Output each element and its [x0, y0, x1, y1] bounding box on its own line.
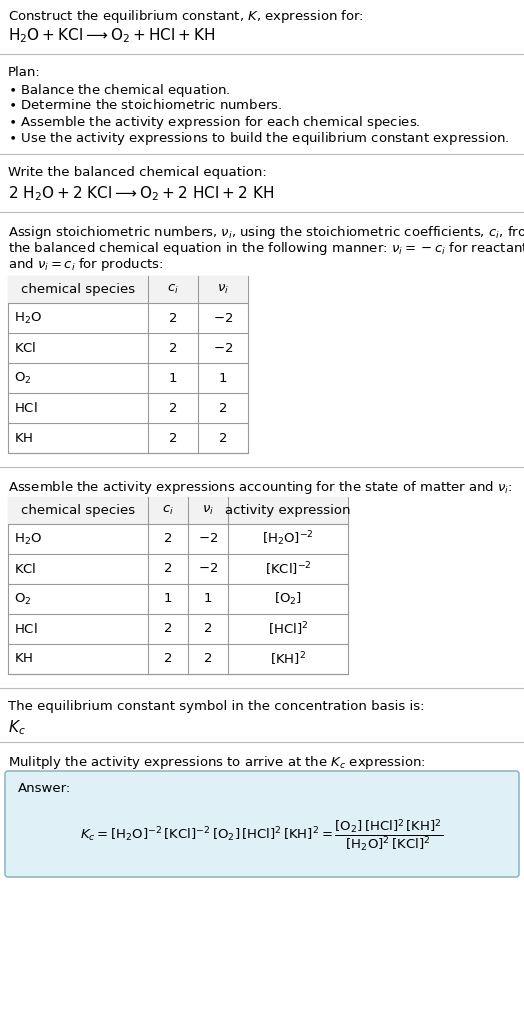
Text: chemical species: chemical species [21, 283, 135, 296]
Text: $K_c = [\mathrm{H_2O}]^{-2}\,[\mathrm{KCl}]^{-2}\,[\mathrm{O_2}]\,[\mathrm{HCl}]: $K_c = [\mathrm{H_2O}]^{-2}\,[\mathrm{KC… [80, 818, 444, 854]
Text: 2: 2 [163, 562, 172, 576]
Text: $c_i$: $c_i$ [162, 504, 174, 517]
Text: $2$: $2$ [203, 653, 213, 665]
Text: $1$: $1$ [203, 593, 213, 605]
Bar [8, 497, 348, 674]
Text: $\mathrm{KH}$: $\mathrm{KH}$ [14, 431, 34, 444]
Text: $\bullet$ Use the activity expressions to build the equilibrium constant express: $\bullet$ Use the activity expressions t… [8, 130, 509, 147]
FancyBboxPatch shape [5, 771, 519, 877]
Text: $\mathrm{O_2}$: $\mathrm{O_2}$ [14, 592, 31, 606]
Text: Plan:: Plan: [8, 66, 41, 79]
Text: $\mathrm{KH}$: $\mathrm{KH}$ [14, 653, 34, 665]
Text: 2: 2 [169, 431, 177, 444]
Text: $[\mathrm{H_2O}]^{-2}$: $[\mathrm{H_2O}]^{-2}$ [262, 530, 314, 548]
Text: $2$: $2$ [219, 431, 227, 444]
Bar [8, 497, 348, 524]
Text: the balanced chemical equation in the following manner: $\nu_i = -c_i$ for react: the balanced chemical equation in the fo… [8, 240, 524, 257]
Text: $2$: $2$ [203, 622, 213, 636]
Text: $\mathrm{H_2O}$: $\mathrm{H_2O}$ [14, 532, 42, 546]
Text: $-2$: $-2$ [198, 533, 218, 545]
Text: Mulitply the activity expressions to arrive at the $K_c$ expression:: Mulitply the activity expressions to arr… [8, 754, 426, 771]
Text: 2: 2 [163, 653, 172, 665]
Text: activity expression: activity expression [225, 504, 351, 517]
Text: chemical species: chemical species [21, 504, 135, 517]
Text: Assign stoichiometric numbers, $\nu_i$, using the stoichiometric coefficients, $: Assign stoichiometric numbers, $\nu_i$, … [8, 224, 524, 241]
Text: $\mathrm{O_2}$: $\mathrm{O_2}$ [14, 370, 31, 385]
Text: $[\mathrm{KH}]^2$: $[\mathrm{KH}]^2$ [270, 650, 306, 668]
Text: $2$: $2$ [219, 402, 227, 415]
Text: $-2$: $-2$ [213, 342, 233, 355]
Text: $c_i$: $c_i$ [167, 283, 179, 296]
Text: $[\mathrm{KCl}]^{-2}$: $[\mathrm{KCl}]^{-2}$ [265, 560, 311, 578]
Text: Write the balanced chemical equation:: Write the balanced chemical equation: [8, 166, 267, 179]
Text: $\mathrm{KCl}$: $\mathrm{KCl}$ [14, 562, 37, 576]
Text: $\mathrm{H_2O}$: $\mathrm{H_2O}$ [14, 310, 42, 325]
Bar [8, 276, 248, 303]
Text: and $\nu_i = c_i$ for products:: and $\nu_i = c_i$ for products: [8, 256, 163, 273]
Text: $\mathrm{KCl}$: $\mathrm{KCl}$ [14, 341, 37, 355]
Text: $\bullet$ Determine the stoichiometric numbers.: $\bullet$ Determine the stoichiometric n… [8, 98, 282, 112]
Text: $\mathrm{HCl}$: $\mathrm{HCl}$ [14, 622, 38, 636]
Text: $K_c$: $K_c$ [8, 718, 26, 736]
Bar [8, 276, 248, 453]
Text: 2: 2 [169, 311, 177, 324]
Text: Answer:: Answer: [18, 782, 71, 795]
Text: 1: 1 [169, 371, 177, 384]
Text: $\bullet$ Assemble the activity expression for each chemical species.: $\bullet$ Assemble the activity expressi… [8, 114, 421, 131]
Text: $-2$: $-2$ [213, 311, 233, 324]
Text: 2: 2 [169, 402, 177, 415]
Text: $-2$: $-2$ [198, 562, 218, 576]
Text: $\mathrm{2\ H_2O + 2\ KCl \longrightarrow O_2 + 2\ HCl + 2\ KH}$: $\mathrm{2\ H_2O + 2\ KCl \longrightarro… [8, 184, 274, 202]
Text: $\bullet$ Balance the chemical equation.: $\bullet$ Balance the chemical equation. [8, 82, 231, 99]
Text: $[\mathrm{O_2}]$: $[\mathrm{O_2}]$ [274, 591, 302, 607]
Text: 2: 2 [163, 533, 172, 545]
Text: The equilibrium constant symbol in the concentration basis is:: The equilibrium constant symbol in the c… [8, 700, 424, 713]
Text: $1$: $1$ [219, 371, 227, 384]
Text: Construct the equilibrium constant, $K$, expression for:: Construct the equilibrium constant, $K$,… [8, 8, 364, 25]
Text: $\nu_i$: $\nu_i$ [202, 504, 214, 517]
Text: $[\mathrm{HCl}]^2$: $[\mathrm{HCl}]^2$ [268, 620, 308, 638]
Text: $\mathrm{H_2O + KCl \longrightarrow O_2 + HCl + KH}$: $\mathrm{H_2O + KCl \longrightarrow O_2 … [8, 26, 215, 45]
Text: $\mathrm{HCl}$: $\mathrm{HCl}$ [14, 401, 38, 415]
Text: 2: 2 [169, 342, 177, 355]
Text: 2: 2 [163, 622, 172, 636]
Text: Assemble the activity expressions accounting for the state of matter and $\nu_i$: Assemble the activity expressions accoun… [8, 479, 512, 496]
Text: 1: 1 [163, 593, 172, 605]
Text: $\nu_i$: $\nu_i$ [217, 283, 229, 296]
